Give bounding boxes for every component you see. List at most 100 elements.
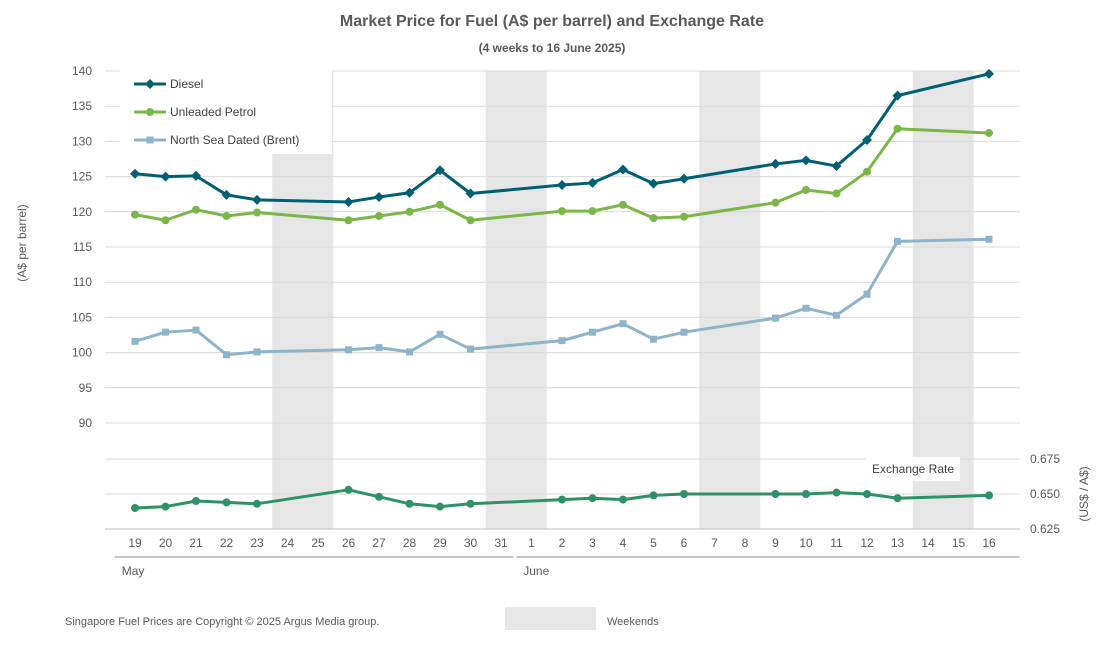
point-diesel-15 (587, 177, 598, 188)
point-diesel-25 (892, 90, 903, 101)
point-exchange-rate-23 (832, 488, 841, 497)
point-unleaded-petrol-16 (619, 200, 627, 209)
point-north-sea-dated-brent-22 (802, 304, 810, 312)
point-exchange-rate-24 (863, 490, 871, 498)
point-unleaded-petrol-15 (588, 207, 597, 216)
weekend-band-2 (485, 71, 547, 529)
point-diesel-7 (343, 196, 354, 207)
point-unleaded-petrol-24 (863, 167, 871, 176)
series-exchange-rate (131, 485, 993, 512)
y-tick-120: 120 (72, 205, 92, 219)
point-diesel-22 (801, 155, 811, 166)
x-tick-4: 23 (250, 536, 264, 550)
point-exchange-rate-3 (222, 498, 231, 507)
point-diesel-0 (130, 168, 140, 179)
point-exchange-rate-21 (771, 490, 780, 498)
point-exchange-rate-15 (588, 494, 597, 503)
legend-label-north-sea-dated-brent: North Sea Dated (Brent) (170, 133, 299, 147)
point-diesel-9 (404, 187, 415, 198)
point-unleaded-petrol-14 (558, 207, 566, 216)
x-tick-27: 15 (952, 536, 966, 550)
y-tick-95: 95 (79, 381, 93, 395)
y2-tick-2: 0.675 (1030, 452, 1060, 466)
point-north-sea-dated-brent-3 (223, 351, 230, 359)
series-north-sea-dated-brent (131, 235, 993, 359)
x-tick-1: 20 (159, 536, 173, 550)
x-tick-2: 21 (189, 536, 203, 550)
x-tick-26: 14 (921, 536, 935, 550)
exchange-rate-label-box (866, 457, 960, 481)
point-north-sea-dated-brent-28 (985, 235, 993, 243)
point-unleaded-petrol-0 (131, 210, 139, 219)
x-tick-19: 7 (711, 536, 718, 550)
point-north-sea-dated-brent-15 (589, 328, 596, 336)
legend-label-unleaded-petrol: Unleaded Petrol (170, 105, 256, 119)
y2-tick-1: 0.650 (1030, 487, 1060, 501)
point-diesel-21 (770, 158, 781, 169)
point-unleaded-petrol-9 (405, 207, 414, 216)
point-north-sea-dated-brent-4 (253, 348, 261, 356)
point-diesel-1 (160, 171, 171, 182)
y-tick-125: 125 (72, 170, 92, 184)
x-tick-0: 19 (128, 536, 142, 550)
point-diesel-17 (648, 178, 659, 189)
x-tick-12: 31 (494, 536, 508, 550)
point-exchange-rate-11 (466, 499, 475, 508)
point-diesel-23 (831, 161, 842, 172)
point-unleaded-petrol-22 (802, 185, 810, 194)
point-diesel-28 (984, 68, 994, 79)
x-tick-20: 8 (742, 536, 749, 550)
y-tick-labels: 90 95 100 105 110 115 120 125 130 135 140 (72, 64, 92, 430)
point-exchange-rate-8 (375, 492, 383, 501)
legend-label-diesel: Diesel (170, 77, 203, 91)
y2-tick-labels: 0.625 0.650 0.675 (1030, 452, 1060, 536)
series-unleaded-petrol (131, 124, 993, 225)
x-tick-28: 16 (982, 536, 996, 550)
point-unleaded-petrol-18 (680, 212, 688, 221)
x-tick-13: 1 (528, 536, 535, 550)
y-tick-140: 140 (72, 64, 92, 78)
point-exchange-rate-2 (192, 497, 200, 505)
point-exchange-rate-14 (558, 495, 566, 504)
point-north-sea-dated-brent-17 (650, 335, 657, 343)
legend-marker-unleaded-petrol (146, 108, 154, 116)
point-north-sea-dated-brent-21 (772, 314, 779, 322)
point-exchange-rate-7 (344, 485, 353, 494)
y-tick-110: 110 (73, 275, 92, 289)
x-tick-labels: 19 20 21 22 23 24 25 26 27 28 29 30 31 1 2 3 4 5 6 7 8 9 10 11 1… (128, 536, 996, 550)
point-exchange-rate-16 (619, 495, 627, 504)
gridlines-group (105, 70, 1020, 530)
point-unleaded-petrol-2 (192, 205, 200, 214)
series-diesel (130, 68, 994, 207)
y2-tick-0: 0.625 (1030, 522, 1060, 536)
x-tick-11: 30 (464, 536, 478, 550)
point-unleaded-petrol-17 (649, 214, 658, 223)
point-north-sea-dated-brent-14 (558, 337, 566, 345)
series-group (130, 68, 994, 512)
point-unleaded-petrol-1 (161, 216, 170, 225)
point-exchange-rate-18 (680, 490, 688, 498)
x-tick-22: 10 (799, 536, 813, 550)
point-unleaded-petrol-7 (344, 216, 353, 225)
point-north-sea-dated-brent-9 (406, 348, 413, 356)
point-north-sea-dated-brent-11 (467, 345, 474, 353)
point-exchange-rate-10 (436, 502, 444, 511)
x-tick-16: 4 (620, 536, 627, 550)
point-exchange-rate-0 (131, 504, 139, 512)
x-tick-5: 24 (281, 536, 295, 550)
y-tick-130: 130 (72, 134, 92, 148)
legend-marker-diesel (145, 79, 155, 89)
point-north-sea-dated-brent-7 (345, 346, 352, 354)
x-tick-21: 9 (772, 536, 779, 550)
y2-axis-label: (US$ / A$) (1077, 466, 1091, 521)
point-unleaded-petrol-11 (466, 216, 475, 225)
point-diesel-4 (252, 194, 262, 205)
point-diesel-11 (465, 188, 476, 199)
y-tick-115: 115 (73, 240, 92, 254)
point-exchange-rate-22 (802, 490, 810, 498)
point-diesel-14 (557, 180, 567, 191)
point-unleaded-petrol-21 (771, 198, 780, 207)
point-exchange-rate-1 (161, 502, 170, 511)
point-unleaded-petrol-8 (375, 212, 383, 221)
